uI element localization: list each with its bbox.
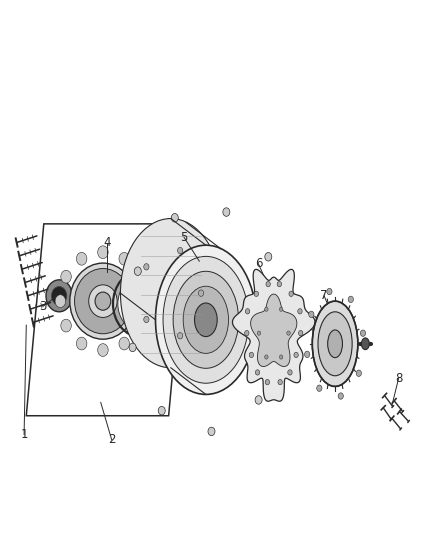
Circle shape <box>76 252 87 265</box>
Circle shape <box>208 427 215 435</box>
Circle shape <box>98 246 108 259</box>
Circle shape <box>46 280 72 312</box>
Ellipse shape <box>183 286 229 353</box>
Ellipse shape <box>328 330 343 358</box>
Ellipse shape <box>163 256 249 383</box>
Circle shape <box>279 355 283 359</box>
Circle shape <box>287 331 290 335</box>
Circle shape <box>134 270 145 283</box>
Circle shape <box>255 395 262 404</box>
Ellipse shape <box>318 312 352 376</box>
Text: 1: 1 <box>20 428 28 441</box>
Circle shape <box>55 295 66 308</box>
Circle shape <box>144 264 149 270</box>
Circle shape <box>119 337 130 350</box>
Circle shape <box>294 352 298 358</box>
Circle shape <box>360 330 366 336</box>
Circle shape <box>289 291 293 296</box>
Circle shape <box>278 327 285 335</box>
Circle shape <box>327 288 332 295</box>
Ellipse shape <box>70 263 136 339</box>
Polygon shape <box>233 269 315 401</box>
Circle shape <box>223 208 230 216</box>
Ellipse shape <box>312 301 358 386</box>
Polygon shape <box>251 294 297 367</box>
Circle shape <box>356 370 361 376</box>
Circle shape <box>140 295 151 308</box>
Circle shape <box>249 352 254 358</box>
Circle shape <box>61 270 71 283</box>
Circle shape <box>255 370 260 375</box>
Text: 8: 8 <box>395 372 402 385</box>
Circle shape <box>317 385 322 391</box>
Circle shape <box>76 337 87 350</box>
Circle shape <box>265 253 272 261</box>
Text: 5: 5 <box>180 231 187 244</box>
Circle shape <box>254 291 258 296</box>
Circle shape <box>98 344 108 357</box>
Circle shape <box>278 379 283 385</box>
Circle shape <box>304 351 310 358</box>
Circle shape <box>118 277 162 331</box>
Circle shape <box>171 214 178 222</box>
Circle shape <box>288 370 292 375</box>
Circle shape <box>52 287 67 305</box>
Text: 7: 7 <box>320 289 328 302</box>
Circle shape <box>61 319 71 332</box>
Circle shape <box>198 290 204 296</box>
Circle shape <box>279 307 283 311</box>
Circle shape <box>298 309 302 314</box>
Circle shape <box>129 343 136 352</box>
Circle shape <box>144 316 149 322</box>
Circle shape <box>265 379 269 385</box>
Circle shape <box>177 247 183 254</box>
Ellipse shape <box>155 245 256 394</box>
Text: 2: 2 <box>108 433 116 446</box>
Ellipse shape <box>194 303 217 337</box>
Circle shape <box>348 296 353 303</box>
Circle shape <box>158 406 165 415</box>
Circle shape <box>177 333 183 339</box>
Circle shape <box>244 330 249 336</box>
Circle shape <box>299 330 303 336</box>
Ellipse shape <box>95 292 111 310</box>
Circle shape <box>266 281 270 287</box>
Ellipse shape <box>74 269 131 334</box>
Circle shape <box>265 307 268 311</box>
Circle shape <box>134 267 141 276</box>
Circle shape <box>134 319 145 332</box>
Circle shape <box>265 355 268 359</box>
Text: 3: 3 <box>39 300 46 313</box>
Text: 6: 6 <box>254 257 262 270</box>
Circle shape <box>277 281 282 287</box>
Ellipse shape <box>173 271 239 368</box>
Circle shape <box>309 311 314 318</box>
Circle shape <box>119 252 130 265</box>
Circle shape <box>245 309 250 314</box>
Circle shape <box>338 393 343 399</box>
Ellipse shape <box>89 285 117 318</box>
Text: 4: 4 <box>103 236 111 249</box>
Ellipse shape <box>120 219 221 368</box>
Circle shape <box>257 331 261 335</box>
Ellipse shape <box>361 338 369 350</box>
